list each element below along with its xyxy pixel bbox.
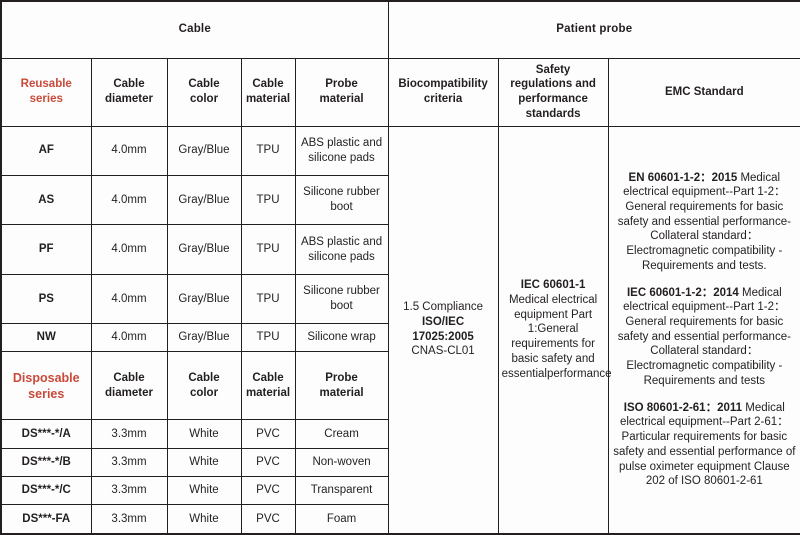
cell-series: PS <box>0 273 92 325</box>
table-row: DS***-*/C 3.3mm White PVC Transparent <box>0 476 800 506</box>
cell-color: White <box>166 447 242 478</box>
table-row: DS***-*/B 3.3mm White PVC Non-woven <box>0 447 800 478</box>
cell-safety-regulations: IEC 60601-1 Medical electrical equipment… <box>497 125 612 535</box>
cell-material: TPU <box>240 224 296 275</box>
column-header-probe-material-2: Probe material <box>294 351 389 421</box>
cell-series: NW <box>0 323 92 353</box>
cell-material: TPU <box>240 273 296 325</box>
column-header-cable-material-2: Cable material <box>240 351 296 421</box>
bio-line3: 17025:2005 <box>412 330 474 343</box>
cell-color: Gray/Blue <box>166 323 242 353</box>
cell-series: AS <box>0 174 92 226</box>
table-row: PF 4.0mm Gray/Blue TPU ABS plastic and s… <box>0 224 800 275</box>
cell-series: DS***-*/A <box>0 419 92 449</box>
safety-body: Medical electrical equipment Part 1:Gene… <box>501 293 612 380</box>
reusable-series-line2: series <box>29 93 63 105</box>
disposable-subheader-row: Disposable series Cable diameter Cable c… <box>0 351 800 421</box>
column-header-safety-regulations: Safety regulations and performance stand… <box>497 57 609 127</box>
table-row: DS***-FA 3.3mm White PVC Foam <box>0 504 800 535</box>
emc-body-1: Medical electrical equipment--Part 1-2：G… <box>617 286 791 387</box>
table-row: AF 4.0mm Gray/Blue TPU ABS plastic and s… <box>0 125 800 535</box>
column-header-probe-material: Probe material <box>294 57 389 127</box>
cell-probe-material: Transparent <box>294 476 389 506</box>
cell-probe-material: ABS plastic and silicone pads <box>294 224 389 275</box>
column-header-emc-standard: EMC Standard <box>607 57 800 127</box>
cell-diameter: 3.3mm <box>90 419 168 449</box>
cell-series: DS***-FA <box>0 504 92 535</box>
cell-emc-standard: EN 60601-1-2：2015 Medical electrical equ… <box>607 125 800 535</box>
cell-material: PVC <box>240 504 296 535</box>
cell-series: AF <box>0 125 92 176</box>
column-header-cable-color: Cable color <box>166 57 242 127</box>
cell-material: PVC <box>240 447 296 478</box>
column-header-cable-color-2: Cable color <box>166 351 242 421</box>
cell-series: DS***-*/B <box>0 447 92 478</box>
emc-block-en60601-1-2: EN 60601-1-2：2015 Medical electrical equ… <box>612 171 798 274</box>
cell-probe-material: Silicone wrap <box>294 323 389 353</box>
bio-line2: ISO/IEC <box>421 316 465 329</box>
cell-diameter: 3.3mm <box>90 476 168 506</box>
bio-line4: CNAS-CL01 <box>411 345 475 358</box>
cell-material: PVC <box>240 476 296 506</box>
cell-probe-material: Non-woven <box>294 447 389 478</box>
column-header-cable-diameter: Cable diameter <box>90 57 168 127</box>
disposable-series-line1: Disposable <box>12 370 80 385</box>
table-row: PS 4.0mm Gray/Blue TPU Silicone rubber b… <box>0 273 800 325</box>
emc-title-0: EN 60601-1-2：2015 <box>628 171 738 184</box>
column-header-cable-diameter-2: Cable diameter <box>90 351 168 421</box>
cell-biocompatibility-criteria: 1.5 Compliance ISO/IEC 17025:2005 CNAS-C… <box>387 125 499 535</box>
table-row: AS 4.0mm Gray/Blue TPU Silicone rubber b… <box>0 174 800 226</box>
disposable-series-line2: series <box>28 386 65 401</box>
cell-diameter: 4.0mm <box>90 125 168 176</box>
emc-title-1: IEC 60601-1-2：2014 <box>626 286 739 299</box>
emc-body-0: Medical electrical equipment--Part 1-2：G… <box>617 171 791 272</box>
reusable-series-line1: Reusable <box>20 78 72 91</box>
cell-material: TPU <box>240 174 296 226</box>
cell-probe-material: Foam <box>294 504 389 535</box>
cell-probe-material: Silicone rubber boot <box>294 273 389 325</box>
cell-diameter: 4.0mm <box>90 323 168 353</box>
emc-title-2: ISO 80601-2-61：2011 <box>623 401 743 414</box>
cell-probe-material: Silicone rubber boot <box>294 174 389 226</box>
cell-color: Gray/Blue <box>166 273 242 325</box>
cell-diameter: 4.0mm <box>90 273 168 325</box>
table-group-header-row: Cable Patient probe <box>0 0 800 59</box>
cell-series: DS***-*/C <box>0 476 92 506</box>
emc-block-iso80601-2-61: ISO 80601-2-61：2011 Medical electrical e… <box>612 401 798 489</box>
column-header-disposable-series: Disposable series <box>0 351 92 421</box>
cell-probe-material: ABS plastic and silicone pads <box>294 125 389 176</box>
emc-block-iec60601-1-2: IEC 60601-1-2：2014 Medical electrical eq… <box>612 286 798 389</box>
column-header-biocompatibility-criteria: Biocompatibility criteria <box>387 57 499 127</box>
cell-diameter: 4.0mm <box>90 224 168 275</box>
cell-diameter: 3.3mm <box>90 447 168 478</box>
cell-color: White <box>166 504 242 535</box>
cell-material: TPU <box>240 323 296 353</box>
table-row: NW 4.0mm Gray/Blue TPU Silicone wrap <box>0 323 800 353</box>
cell-color: White <box>166 476 242 506</box>
cell-probe-material: Cream <box>294 419 389 449</box>
group-header-patient-probe: Patient probe <box>387 0 800 59</box>
emc-body-2: Medical electrical equipment--Part 2-61：… <box>613 401 796 488</box>
cell-diameter: 4.0mm <box>90 174 168 226</box>
safety-title: IEC 60601-1 <box>520 279 586 292</box>
cell-series: PF <box>0 224 92 275</box>
group-header-cable: Cable <box>0 0 389 59</box>
cell-diameter: 3.3mm <box>90 504 168 535</box>
cell-material: PVC <box>240 419 296 449</box>
bio-line1: 1.5 Compliance <box>403 301 484 314</box>
cell-color: Gray/Blue <box>166 174 242 226</box>
column-header-cable-material: Cable material <box>240 57 296 127</box>
reusable-subheader-row: Reusable series Cable diameter Cable col… <box>0 57 800 127</box>
cell-color: White <box>166 419 242 449</box>
column-header-reusable-series: Reusable series <box>0 57 92 127</box>
cell-color: Gray/Blue <box>166 125 242 176</box>
cell-color: Gray/Blue <box>166 224 242 275</box>
cell-material: TPU <box>240 125 296 176</box>
